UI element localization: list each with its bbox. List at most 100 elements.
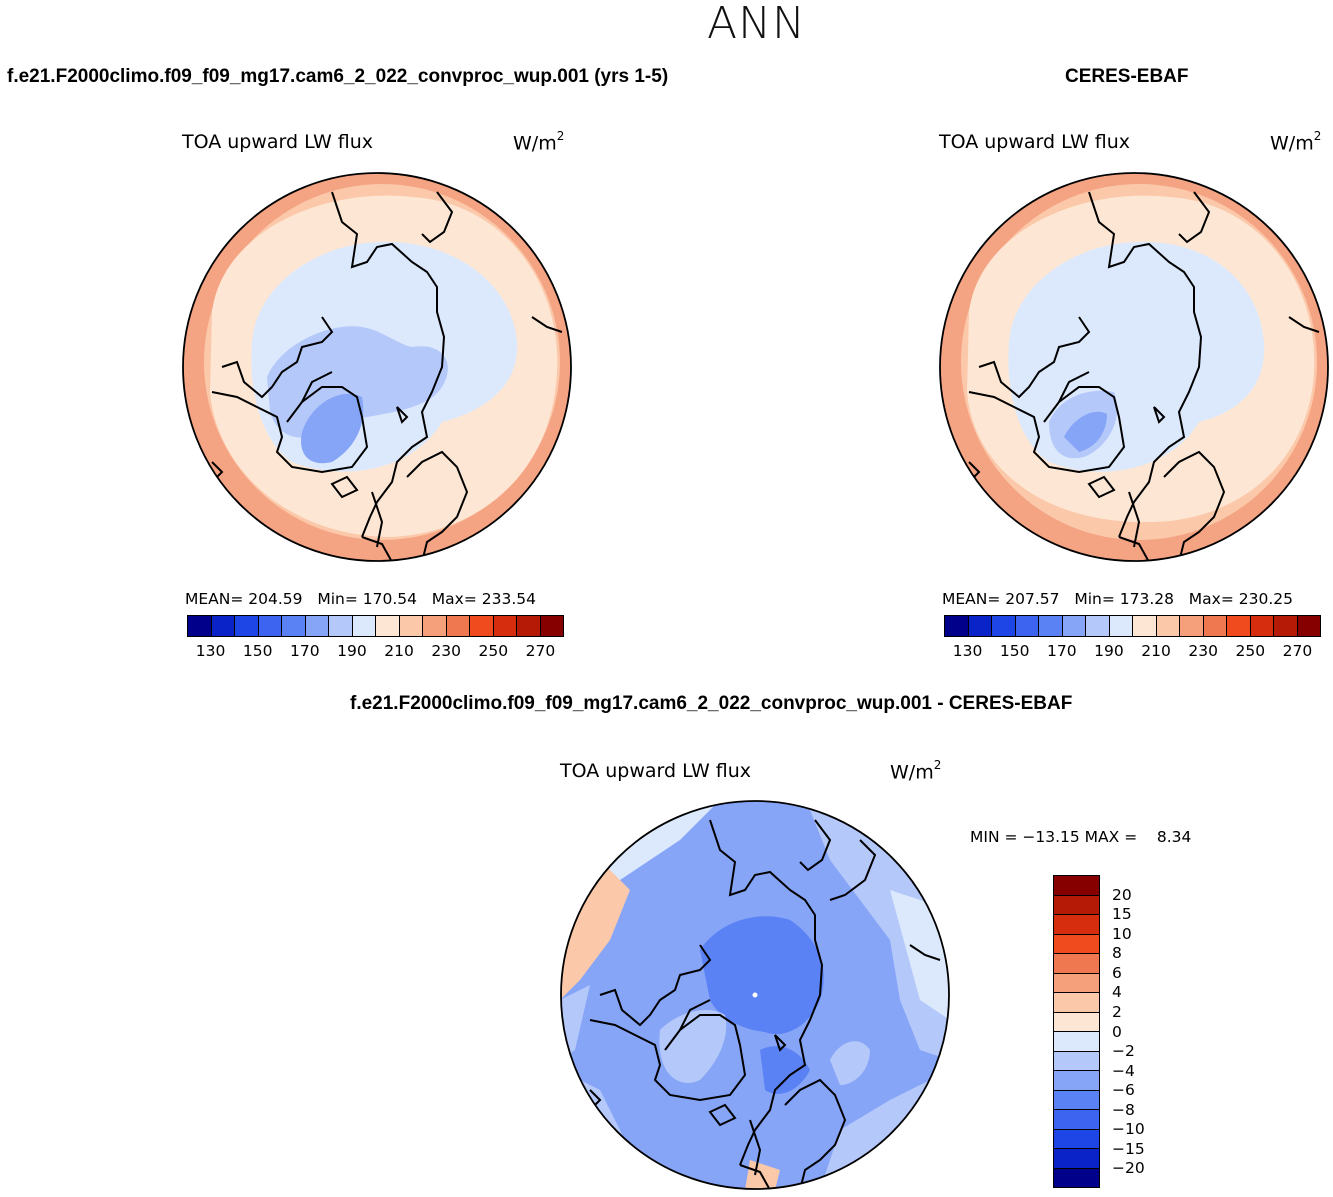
diff-colorbar-tick-label: 2	[1112, 1002, 1122, 1021]
obs-colorbar-tick-label: 230	[1188, 642, 1218, 660]
obs-colorbar-bin	[992, 616, 1016, 636]
obs-colorbar-bin	[1062, 616, 1086, 636]
obs-colorbar-tick-label: 170	[1047, 642, 1077, 660]
model-colorbar-bin	[235, 616, 259, 636]
diff-colorbar-bin	[1054, 1129, 1099, 1149]
diff-minmax: MIN = −13.15 MAX = 8.34	[970, 828, 1192, 846]
diff-colorbar-bin	[1054, 993, 1099, 1013]
model-colorbar-ticks: 130 150 170 190 210 230 250 270	[187, 642, 564, 662]
model-colorbar-bin	[352, 616, 376, 636]
obs-mean-label: MEAN=	[942, 590, 1001, 608]
model-max-label: Max=	[431, 590, 477, 608]
obs-stats: MEAN= 207.57 Min= 173.28 Max= 230.25	[942, 590, 1293, 608]
diff-colorbar-bin	[1054, 915, 1099, 935]
obs-colorbar-bin	[945, 616, 969, 636]
obs-colorbar-bin	[1297, 616, 1320, 636]
model-colorbar-bin	[282, 616, 306, 636]
obs-colorbar-ticks: 130 150 170 190 210 230 250 270	[944, 642, 1321, 662]
obs-mean-value: 207.57	[1005, 590, 1060, 608]
diff-colorbar-bin	[1054, 1032, 1099, 1052]
obs-colorbar-tick-label: 270	[1282, 642, 1313, 660]
obs-colorbar-bin	[1109, 616, 1133, 636]
diff-colorbar-bin	[1054, 876, 1099, 896]
model-colorbar	[187, 615, 564, 637]
model-map	[182, 172, 572, 562]
obs-min-label: Min=	[1074, 590, 1115, 608]
model-colorbar-tick-label: 130	[195, 642, 226, 660]
diff-colorbar-tick-label: 15	[1112, 905, 1132, 924]
diff-colorbar-tick-label: 8	[1112, 944, 1122, 963]
model-colorbar-tick-label: 170	[290, 642, 320, 660]
model-stats: MEAN= 204.59 Min= 170.54 Max= 233.54	[185, 590, 536, 608]
obs-colorbar-bin	[1156, 616, 1180, 636]
model-min-value: 170.54	[362, 590, 418, 608]
diff-colorbar-tick-label: −4	[1112, 1061, 1135, 1080]
obs-colorbar-bin	[1180, 616, 1204, 636]
diff-colorbar-tick-label: 10	[1112, 924, 1132, 943]
diff-colorbar-tick-label: 6	[1112, 963, 1122, 982]
obs-map	[939, 172, 1329, 562]
obs-colorbar-tick-label: 190	[1094, 642, 1124, 660]
diff-colorbar-tick-label: −15	[1112, 1139, 1145, 1158]
model-mean-label: MEAN=	[185, 590, 244, 608]
obs-colorbar-bin	[1015, 616, 1039, 636]
diff-colorbar-tick-label: −2	[1112, 1042, 1135, 1061]
model-colorbar-tick-label: 230	[431, 642, 461, 660]
model-colorbar-bin	[188, 616, 212, 636]
model-colorbar-bin	[493, 616, 517, 636]
obs-colorbar-tick-label: 150	[999, 642, 1030, 660]
obs-units: W/m2	[1270, 129, 1322, 155]
model-colorbar-bin	[540, 616, 563, 636]
model-colorbar-bin	[329, 616, 353, 636]
diff-colorbar-bin	[1054, 895, 1099, 915]
diff-map	[560, 800, 950, 1190]
diff-colorbar-bin	[1054, 1071, 1099, 1091]
diff-colorbar-tick-label: −10	[1112, 1120, 1145, 1139]
diff-colorbar-bin	[1054, 1012, 1099, 1032]
diff-colorbar-bin	[1054, 973, 1099, 993]
diff-colorbar-bin	[1054, 1051, 1099, 1071]
diff-colorbar-bin	[1054, 1168, 1099, 1187]
model-colorbar-bin	[258, 616, 282, 636]
diff-units: W/m2	[890, 758, 942, 784]
model-colorbar-bin	[470, 616, 494, 636]
model-colorbar-tick-label: 190	[337, 642, 367, 660]
obs-variable-title: TOA upward LW flux	[939, 131, 1131, 153]
model-colorbar-bin	[423, 616, 447, 636]
model-colorbar-tick-label: 210	[384, 642, 414, 660]
diff-variable-title: TOA upward LW flux	[560, 760, 752, 782]
model-case-title: f.e21.F2000climo.f09_f09_mg17.cam6_2_022…	[7, 66, 669, 87]
diff-colorbar-tick-label: 20	[1112, 885, 1132, 904]
obs-colorbar-bin	[1274, 616, 1298, 636]
obs-colorbar-bin	[968, 616, 992, 636]
obs-colorbar-bin	[1203, 616, 1227, 636]
model-colorbar-tick-label: 150	[242, 642, 273, 660]
obs-colorbar-tick-label: 250	[1235, 642, 1266, 660]
model-units: W/m2	[513, 129, 565, 155]
diff-colorbar-tick-label: 4	[1112, 983, 1122, 1002]
obs-colorbar	[944, 615, 1321, 637]
obs-max-label: Max=	[1188, 590, 1234, 608]
obs-colorbar-tick-label: 210	[1141, 642, 1171, 660]
diff-colorbar-bin	[1054, 1149, 1099, 1169]
obs-colorbar-bin	[1227, 616, 1251, 636]
obs-colorbar-tick-label: 130	[952, 642, 983, 660]
diff-colorbar	[1053, 875, 1100, 1188]
model-colorbar-bin	[376, 616, 400, 636]
obs-colorbar-bin	[1250, 616, 1274, 636]
diff-colorbar-bin	[1054, 1090, 1099, 1110]
obs-colorbar-bin	[1039, 616, 1063, 636]
diff-colorbar-tick-label: −8	[1112, 1100, 1135, 1119]
obs-case-title: CERES-EBAF	[1065, 66, 1189, 87]
model-colorbar-bin	[305, 616, 329, 636]
diff-colorbar-tick-label: 0	[1112, 1022, 1122, 1041]
model-mean-value: 204.59	[248, 590, 303, 608]
diff-colorbar-bin	[1054, 934, 1099, 954]
model-colorbar-bin	[399, 616, 423, 636]
diff-colorbar-tick-label: −20	[1112, 1159, 1145, 1178]
model-colorbar-tick-label: 270	[525, 642, 556, 660]
obs-min-value: 173.28	[1119, 590, 1175, 608]
diff-colorbar-bin	[1054, 1110, 1099, 1130]
obs-max-value: 230.25	[1238, 590, 1294, 608]
model-colorbar-bin	[446, 616, 470, 636]
